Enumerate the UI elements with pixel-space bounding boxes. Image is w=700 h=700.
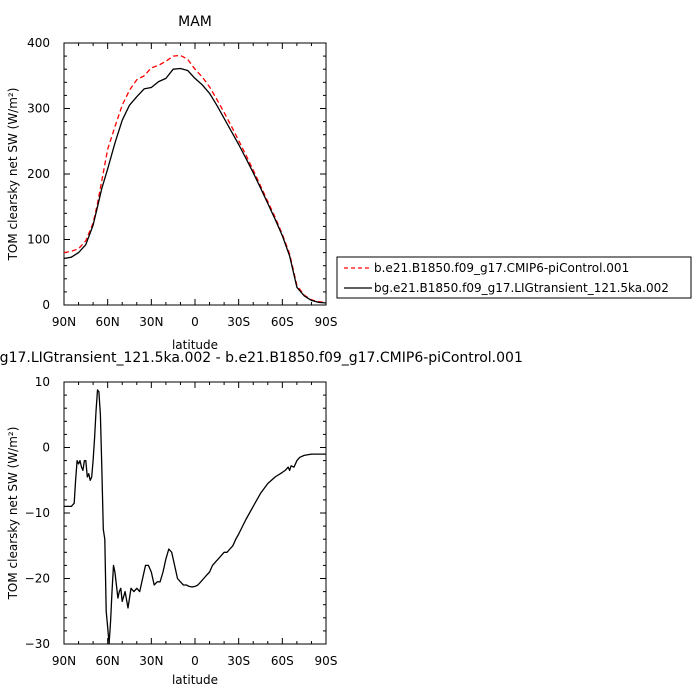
- x-tick-label: 30N: [139, 315, 163, 329]
- x-tick-label: 60S: [271, 654, 294, 668]
- x-tick-label: 30N: [139, 654, 163, 668]
- series-line-1: [63, 54, 327, 304]
- top-ticks: 90N 60N 30N 0 30S 60S 90S 0 100 200 300 400: [27, 36, 337, 329]
- top-chart-title: MAM: [178, 14, 212, 30]
- x-tick-label: 0: [191, 315, 199, 329]
- y-tick-label: 0: [42, 441, 50, 455]
- bottom-y-axis-label: TOM clearsky net SW (W/m²): [6, 427, 20, 601]
- x-tick-label: 60S: [271, 315, 294, 329]
- y-tick-label: −30: [25, 637, 50, 651]
- legend: b.e21.B1850.f09_g17.CMIP6-piControl.001 …: [336, 256, 692, 299]
- x-tick-label: 60N: [96, 315, 120, 329]
- series-line-2: [63, 67, 327, 304]
- top-x-axis-label: latitude: [172, 338, 218, 352]
- y-tick-label: −20: [25, 572, 50, 586]
- y-tick-label: 10: [35, 375, 50, 389]
- y-tick-label: 400: [27, 36, 50, 50]
- y-tick-label: 100: [27, 233, 50, 247]
- x-tick-label: 90N: [52, 654, 76, 668]
- legend-box: [336, 256, 692, 299]
- series-line-1: [64, 389, 326, 645]
- bottom-x-axis-label: latitude: [172, 673, 218, 687]
- x-tick-label: 90S: [315, 654, 338, 668]
- x-tick-label: 90N: [52, 315, 76, 329]
- x-tick-label: 90S: [315, 315, 338, 329]
- top-y-axis-label: TOM clearsky net SW (W/m²): [6, 88, 20, 262]
- bottom-ticks: 90N 60N 30N 0 30S 60S 90S −30 −20 −10 0 10: [25, 375, 338, 668]
- legend-label-series-1: b.e21.B1850.f09_g17.CMIP6-piControl.001: [374, 261, 629, 275]
- y-tick-label: 200: [27, 167, 50, 181]
- x-tick-label: 30S: [227, 654, 250, 668]
- top-plot-frame: [63, 42, 327, 306]
- legend-label-series-2: bg.e21.B1850.f09_g17.LIGtransient_121.5k…: [374, 281, 669, 295]
- top-panel: MAM 90N 60N 30N 0 30S 60S 90S 0 100 200 300 400 lat…: [6, 14, 337, 352]
- x-tick-label: 0: [191, 654, 199, 668]
- bottom-chart-title: bg.e21.B1850.f09_g17.LIGtransient_121.5k…: [0, 350, 523, 366]
- x-tick-label: 60N: [96, 654, 120, 668]
- x-tick-label: 30S: [227, 315, 250, 329]
- y-tick-label: −10: [25, 506, 50, 520]
- y-tick-label: 0: [42, 298, 50, 312]
- bottom-panel: bg.e21.B1850.f09_g17.LIGtransient_121.5k…: [0, 350, 523, 687]
- top-series-group: [63, 54, 327, 304]
- bottom-series-group: [64, 389, 326, 645]
- y-tick-label: 300: [27, 102, 50, 116]
